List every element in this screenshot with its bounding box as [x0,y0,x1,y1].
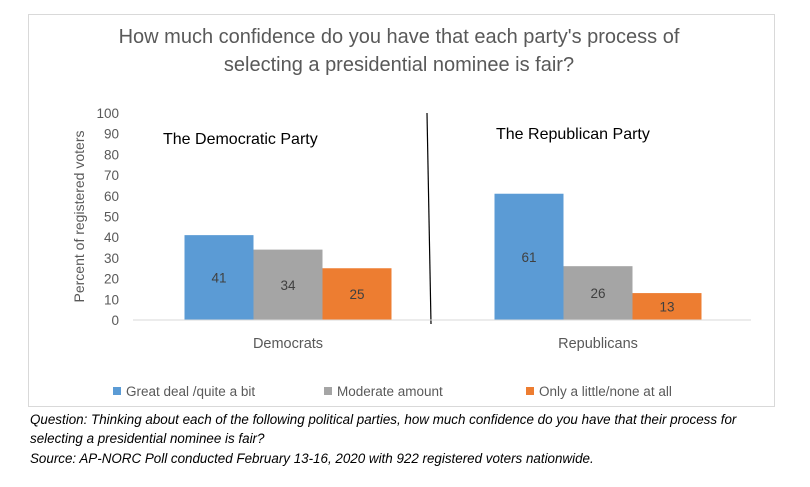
legend-swatch [324,387,332,395]
legend-swatch [113,387,121,395]
data-label: 13 [659,300,674,315]
y-tick-label: 40 [104,230,119,245]
y-tick-label: 50 [104,210,119,225]
panel-label-democratic: The Democratic Party [163,131,318,148]
legend-swatch [526,387,534,395]
y-tick-label: 80 [104,147,119,162]
data-label: 41 [211,271,226,286]
y-tick-label: 90 [104,127,119,142]
bar-great-deal-quite-a-bit-republicans [494,193,564,320]
bar-great-deal-quite-a-bit-democrats [184,235,254,320]
data-label: 26 [590,286,605,301]
bar-moderate-amount-democrats [253,249,323,320]
y-tick-label: 60 [104,189,119,204]
bar-moderate-amount-republicans [563,266,633,320]
caption-question-cont: selecting a presidential nominee is fair… [30,431,265,446]
panel-divider [426,112,432,325]
y-tick-label: 30 [104,251,119,266]
chart-container: How much confidence do you have that eac… [28,14,775,407]
x-category-label: Democrats [253,336,323,352]
y-tick-label: 70 [104,168,119,183]
x-category-label: Republicans [558,336,638,352]
y-tick-label: 20 [104,272,119,287]
y-tick-label: 100 [96,106,119,121]
data-label: 25 [349,287,364,302]
y-tick-label: 0 [111,313,119,328]
chart-title-line: How much confidence do you have that eac… [119,26,680,48]
bar-only-a-little-none-at-all-democrats [322,268,392,320]
data-label: 61 [521,250,536,265]
bar-chart: How much confidence do you have that eac… [71,26,751,399]
chart-title-line: selecting a presidential nominee is fair… [224,54,574,76]
bar-only-a-little-none-at-all-republicans [632,293,702,320]
y-axis-label: Percent of registered voters [71,131,87,303]
data-label: 34 [280,278,296,293]
panel-label-republican: The Republican Party [496,126,650,143]
y-tick-label: 10 [104,292,119,307]
legend-label: Moderate amount [337,384,443,399]
legend-label: Only a little/none at all [539,384,672,399]
caption-source: Source: AP-NORC Poll conducted February … [30,451,594,466]
caption-question: Question: Thinking about each of the fol… [30,412,737,427]
legend-label: Great deal /quite a bit [126,384,255,399]
